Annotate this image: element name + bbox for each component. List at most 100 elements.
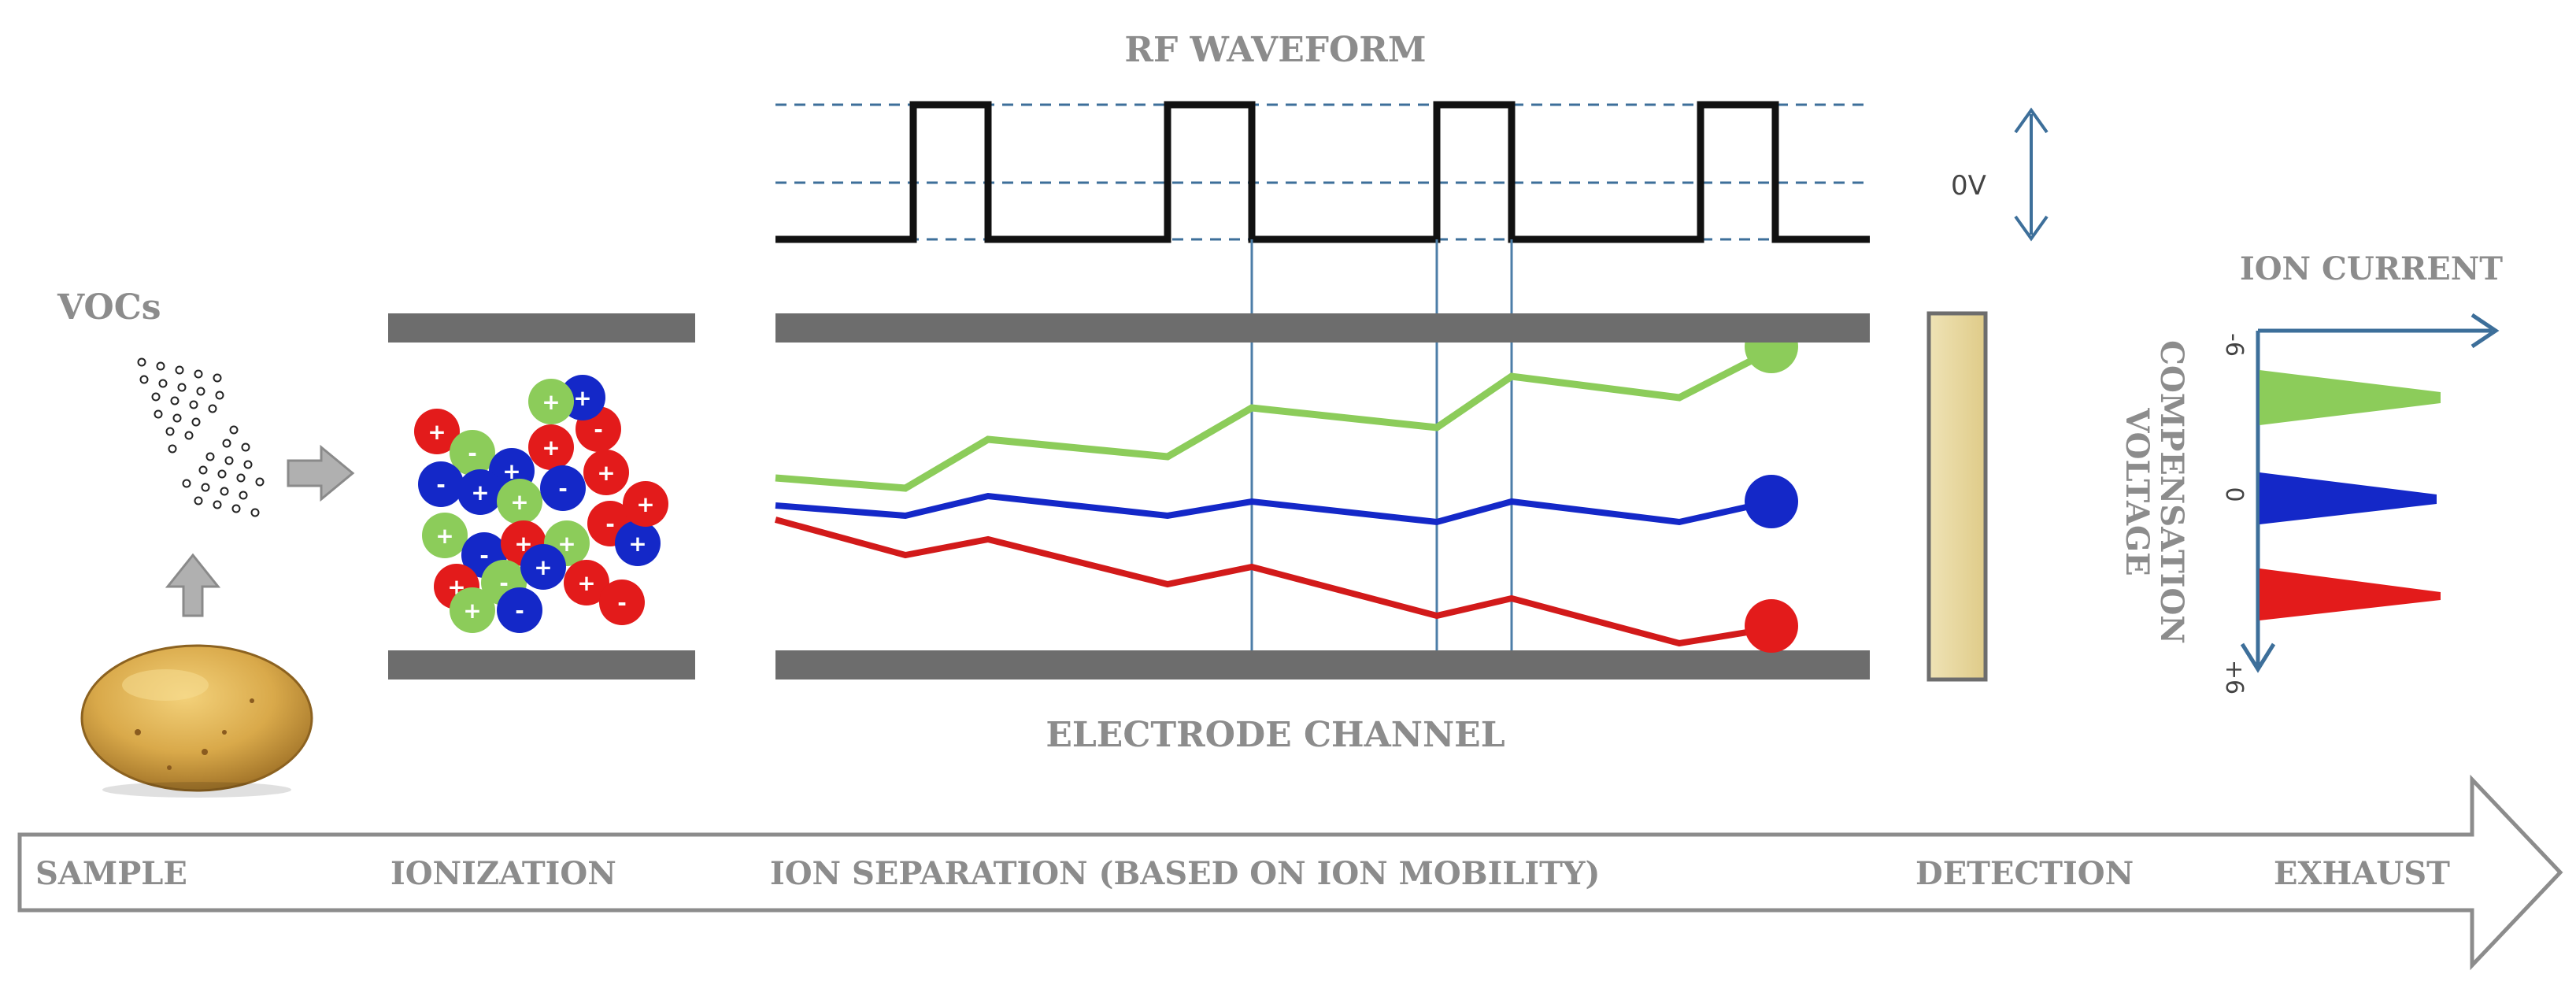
- electrode-channel-label: ELECTRODE CHANNEL: [1046, 715, 1505, 755]
- blue-ion: [520, 544, 566, 590]
- red-ion: [528, 424, 574, 470]
- voc-dot: [236, 473, 246, 483]
- blue-ion-trajectory: [775, 492, 1772, 526]
- blue-peak: [2260, 472, 2437, 524]
- cv-tick-middle: 0: [2220, 487, 2248, 502]
- cv-tick-top: -6: [2220, 333, 2248, 357]
- ion-charge-sign: +: [557, 531, 576, 557]
- ionization-bottom-electrode: [388, 650, 695, 680]
- voc-dot: [196, 387, 205, 396]
- ion-charge-sign: +: [502, 458, 520, 484]
- voc-dot: [201, 483, 210, 492]
- voc-dot: [241, 443, 250, 452]
- voc-dot: [194, 496, 203, 505]
- ion-charge-sign: -: [515, 598, 524, 624]
- red-ion: [414, 409, 460, 454]
- voc-dot: [255, 477, 265, 487]
- stage-exhaust: EXHAUST: [2274, 855, 2450, 892]
- y-axis-arrowhead: [2240, 642, 2276, 673]
- green-ion: [450, 430, 495, 476]
- compensation-voltage-axis-label: COMPENSATIONVOLTAGE: [2119, 340, 2190, 644]
- green-ion: [528, 379, 574, 424]
- ion-charge-sign: +: [577, 570, 595, 596]
- blue-ion-endpoint: [1745, 475, 1798, 528]
- ion-charge-sign: -: [605, 511, 615, 537]
- blue-ion: [540, 465, 586, 511]
- ion-charge-sign: +: [463, 598, 481, 624]
- process-flow-arrow: [17, 774, 2563, 971]
- ion-charge-sign: -: [594, 417, 603, 443]
- red-ion-endpoint: [1745, 599, 1798, 653]
- green-peak: [2260, 370, 2441, 425]
- voc-dot: [191, 417, 201, 427]
- voc-dot: [170, 396, 180, 405]
- red-ion: [564, 560, 609, 605]
- voltage-span-arrow: [2014, 107, 2049, 242]
- voc-dot: [151, 392, 161, 402]
- ion-charge-sign: +: [542, 389, 560, 415]
- rf-waveform-title: RF WAVEFORM: [1124, 30, 1426, 70]
- detector-plate: [1926, 311, 1988, 682]
- ion-charge-sign: +: [636, 491, 654, 517]
- red-ion-trajectory: [774, 517, 1772, 647]
- voc-dot: [137, 357, 146, 367]
- cv-label-line: COMPENSATION: [2153, 340, 2190, 644]
- voc-dot: [222, 439, 231, 448]
- ion-charge-sign: +: [510, 489, 528, 515]
- voc-dot: [250, 508, 260, 517]
- ion-charge-sign: +: [534, 554, 552, 580]
- stage-detection: DETECTION: [1915, 855, 2134, 892]
- ion-charge-sign: +: [573, 385, 591, 411]
- channel-top-electrode-overlay: [775, 313, 1870, 343]
- voc-dot: [229, 425, 239, 435]
- red-peak: [2260, 568, 2441, 620]
- ion-charge-sign: +: [597, 460, 615, 486]
- ionization-top-electrode: [388, 313, 695, 343]
- stage-ionization: IONIZATION: [390, 855, 616, 892]
- voc-dot: [213, 373, 222, 383]
- voc-dot: [239, 491, 248, 500]
- vocs-label: VOCs: [57, 287, 161, 328]
- svg-text:COMPENSATIONVOLTAGE: COMPENSATIONVOLTAGE: [2119, 340, 2190, 644]
- stage-sample: SAMPLE: [35, 855, 187, 892]
- ion-charge-sign: +: [471, 480, 489, 505]
- green-ion-trajectory: [775, 346, 1774, 492]
- ion-charge-sign: -: [479, 542, 489, 568]
- timing-markers: [1250, 239, 1513, 658]
- arrow-right-icon: [287, 444, 355, 502]
- voc-dot: [198, 465, 208, 475]
- cv-label-line: VOLTAGE: [2119, 407, 2156, 576]
- potato-icon: [80, 644, 313, 798]
- ion-trajectories: [774, 320, 1798, 653]
- zero-volt-label: 0V: [1951, 170, 1986, 202]
- ion-charge-sign: -: [468, 440, 477, 466]
- red-ion: [583, 450, 629, 495]
- voc-dot: [168, 444, 177, 454]
- voc-dot: [231, 504, 241, 513]
- voc-dot: [215, 391, 224, 400]
- voc-dot: [154, 409, 163, 419]
- voc-dot: [217, 469, 227, 479]
- voc-dot: [139, 375, 149, 384]
- rf-waveform: 0V: [775, 101, 2049, 243]
- red-ion: [599, 580, 645, 625]
- green-ion: [497, 479, 542, 524]
- ion-current-plot: [2240, 313, 2500, 673]
- green-ion: [422, 513, 468, 558]
- blue-ion: [457, 469, 503, 515]
- voc-dot: [224, 456, 234, 465]
- x-axis-arrowhead: [2471, 313, 2500, 349]
- voc-dot: [158, 379, 168, 388]
- voc-dot: [182, 479, 191, 488]
- ion-charge-sign: +: [435, 523, 453, 549]
- blue-ion: [497, 587, 542, 633]
- voc-dot: [172, 413, 182, 423]
- ion-charge-sign: +: [628, 531, 646, 557]
- arrow-up-icon: [165, 553, 221, 617]
- voc-dot: [208, 404, 217, 413]
- green-ion: [450, 587, 495, 633]
- ion-charge-sign: -: [499, 570, 509, 596]
- voc-dot: [220, 487, 229, 496]
- channel-bottom-electrode: [775, 650, 1870, 680]
